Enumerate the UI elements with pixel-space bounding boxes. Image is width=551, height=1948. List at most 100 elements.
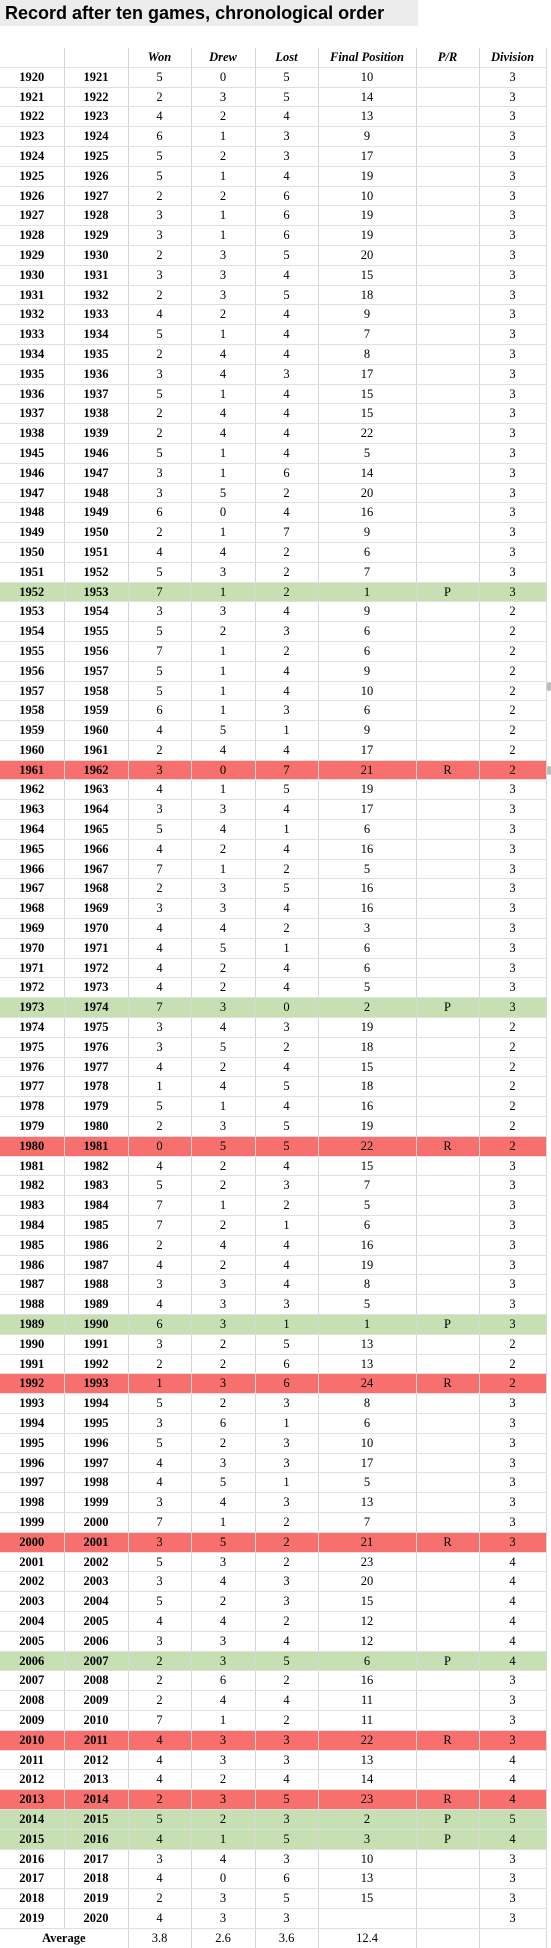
cell-final-position: 9 (318, 661, 417, 682)
cell-division: 4 (479, 1789, 547, 1810)
cell-lost: 2 (255, 859, 319, 880)
cell-season-end: 1950 (64, 522, 129, 543)
cell-division: 4 (479, 1571, 547, 1593)
cell-season-start: 1934 (0, 344, 65, 365)
cell-lost: 4 (255, 1631, 319, 1652)
cell-won: 3 (128, 225, 192, 246)
cell-season-start: 2009 (0, 1710, 65, 1731)
cell-division: 3 (479, 1393, 547, 1414)
table-row: 2011 2012 4 3 3 13 4 (0, 1750, 547, 1771)
cell-final-position: 24 (318, 1373, 417, 1395)
cell-season-start: 1949 (0, 522, 65, 543)
cell-won: 3 (128, 898, 192, 920)
table-body: 1920 1921 5 0 5 10 3 1921 1922 2 3 5 14 3 1922 1923 4 2 4 1… (0, 67, 547, 1929)
cell-pr (416, 166, 480, 187)
cell-division: 5 (479, 1809, 547, 1830)
table-row: 1979 1980 2 3 5 19 2 (0, 1116, 547, 1137)
cell-season-end: 2005 (64, 1611, 129, 1632)
cell-final-position: 14 (318, 87, 417, 108)
cell-drew: 4 (191, 1492, 256, 1513)
cell-lost: 4 (255, 1235, 319, 1256)
table-row: 2010 2011 4 3 3 22 R 3 (0, 1730, 547, 1751)
cell-drew: 3 (191, 1750, 256, 1771)
table-row: 1969 1970 4 4 2 3 3 (0, 918, 547, 939)
cell-won: 6 (128, 502, 192, 524)
cell-lost: 3 (255, 364, 319, 385)
cell-final-position: 5 (318, 1472, 417, 1494)
cell-final-position: 16 (318, 898, 417, 920)
table-row: 1975 1976 3 5 2 18 2 (0, 1037, 547, 1058)
record-table: Won Drew Lost Final Position P/R Divisio… (0, 48, 547, 1948)
cell-season-end: 2011 (64, 1730, 129, 1751)
cell-division: 3 (479, 502, 547, 524)
cell-lost: 4 (255, 166, 319, 187)
cell-final-position: 12 (318, 1611, 417, 1632)
cell-division: 2 (479, 1037, 547, 1058)
cell-lost: 3 (255, 126, 319, 147)
cell-drew: 3 (191, 898, 256, 920)
cell-division: 3 (479, 1730, 547, 1751)
cell-season-end: 1966 (64, 839, 129, 860)
cell-drew: 4 (191, 1849, 256, 1870)
table-row: 1922 1923 4 2 4 13 3 (0, 106, 547, 128)
table-row: 2001 2002 5 3 2 23 4 (0, 1552, 547, 1573)
cell-season-start: 1951 (0, 562, 65, 583)
cell-division: 3 (479, 324, 547, 345)
cell-final-position: 9 (318, 601, 417, 623)
cell-division: 3 (479, 1492, 547, 1513)
cell-season-start: 2007 (0, 1670, 65, 1692)
table-row: 1982 1983 5 2 3 7 3 (0, 1175, 547, 1197)
cell-pr (416, 1750, 480, 1771)
table-row: 2008 2009 2 4 4 11 3 (0, 1690, 547, 1711)
cell-lost: 5 (255, 1076, 319, 1098)
cell-season-start: 1988 (0, 1294, 65, 1315)
cell-drew: 1 (191, 126, 256, 147)
cell-lost: 4 (255, 601, 319, 623)
cell-won: 7 (128, 1215, 192, 1236)
cell-won: 3 (128, 1334, 192, 1355)
cell-final-position: 23 (318, 1789, 417, 1810)
cell-season-start: 1932 (0, 304, 65, 326)
average-position: 12.4 (318, 1928, 417, 1948)
cell-season-start: 2015 (0, 1829, 65, 1850)
cell-drew: 1 (191, 166, 256, 187)
cell-lost: 4 (255, 740, 319, 761)
cell-won: 3 (128, 799, 192, 821)
cell-final-position: 10 (318, 186, 417, 207)
cell-pr: P (416, 997, 480, 1019)
cell-won: 4 (128, 1156, 192, 1177)
cell-drew: 2 (191, 1057, 256, 1078)
cell-final-position: 19 (318, 225, 417, 246)
cell-division: 3 (479, 918, 547, 939)
table-row: 1949 1950 2 1 7 9 3 (0, 522, 547, 543)
cell-division: 2 (479, 1116, 547, 1137)
cell-season-end: 2015 (64, 1809, 129, 1830)
cell-division: 3 (479, 285, 547, 306)
table-row: 1937 1938 2 4 4 15 3 (0, 403, 547, 425)
cell-season-end: 1947 (64, 463, 129, 484)
cell-pr (416, 700, 480, 722)
cell-pr (416, 1156, 480, 1177)
cell-drew: 3 (191, 1908, 256, 1929)
cell-won: 4 (128, 1294, 192, 1315)
cell-won: 4 (128, 918, 192, 939)
cell-season-start: 1956 (0, 661, 65, 682)
cell-final-position: 15 (318, 1156, 417, 1177)
cell-won: 6 (128, 126, 192, 147)
table-row: 1921 1922 2 3 5 14 3 (0, 87, 547, 108)
table-row: 2019 2020 4 3 3 3 (0, 1908, 547, 1929)
cell-final-position: 10 (318, 1433, 417, 1454)
cell-lost: 5 (255, 1116, 319, 1137)
cell-pr (416, 1591, 480, 1612)
cell-division: 3 (479, 878, 547, 900)
cell-season-start: 2012 (0, 1769, 65, 1791)
cell-division: 4 (479, 1829, 547, 1850)
cell-drew: 3 (191, 1373, 256, 1395)
cell-won: 2 (128, 1235, 192, 1256)
cell-season-start: 1978 (0, 1096, 65, 1118)
cell-won: 2 (128, 1789, 192, 1810)
cell-pr (416, 819, 480, 840)
cell-pr (416, 1908, 480, 1929)
cell-pr (416, 601, 480, 623)
cell-season-start: 1961 (0, 760, 65, 781)
